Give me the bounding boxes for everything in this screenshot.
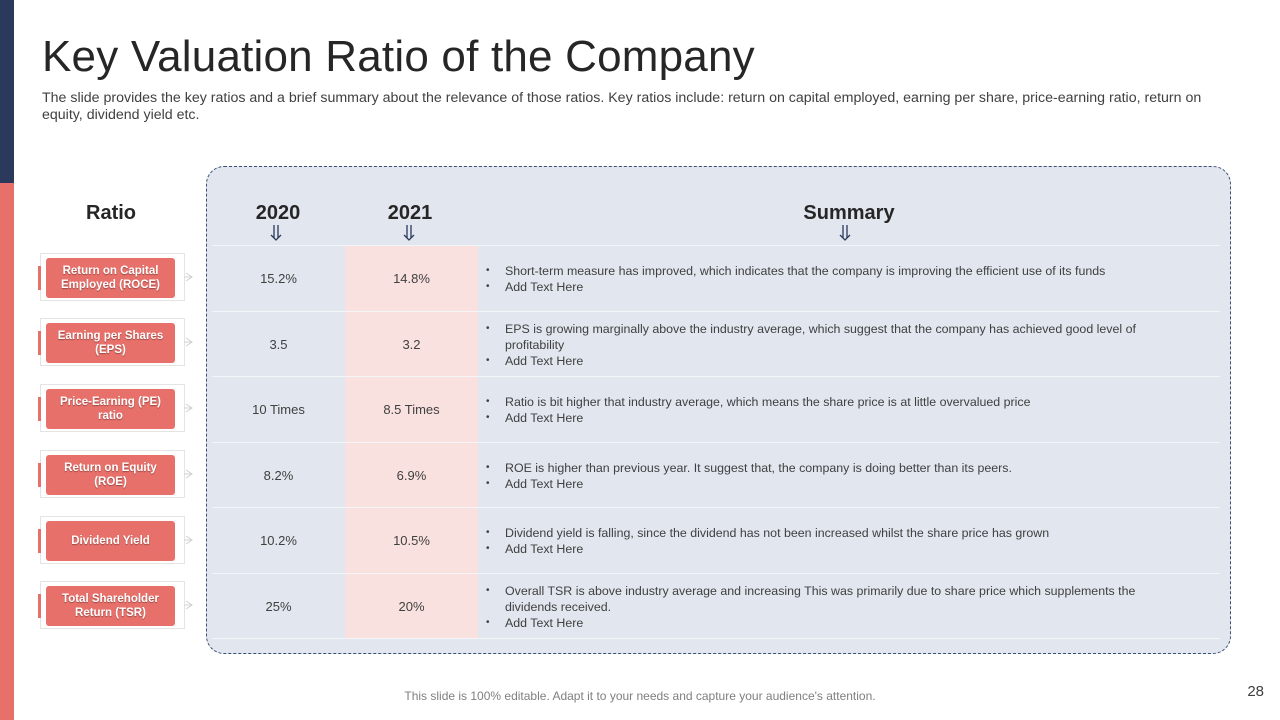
ratio-label-text: Return on Equity (ROE) <box>46 455 175 495</box>
label-notch <box>38 397 41 421</box>
chevron-right-icon <box>184 337 193 347</box>
value-2021: 20% <box>398 599 425 614</box>
summary-bullet: Add Text Here <box>484 541 1184 557</box>
value-2021: 3.2 <box>402 337 421 352</box>
summary-cell: Ratio is bit higher that industry averag… <box>484 377 1184 442</box>
summary-bullet: Add Text Here <box>484 353 1184 369</box>
summary-bullet: Add Text Here <box>484 279 1184 295</box>
summary-cell: Overall TSR is above industry average an… <box>484 574 1184 639</box>
row-divider <box>212 311 1220 312</box>
summary-bullet: Add Text Here <box>484 476 1184 492</box>
summary-cell: Short-term measure has improved, which i… <box>484 246 1184 311</box>
row-divider <box>212 573 1220 574</box>
summary-cell: ROE is higher than previous year. It sug… <box>484 443 1184 508</box>
label-notch <box>38 529 41 553</box>
chevron-right-icon <box>184 469 193 479</box>
page-number: 28 <box>1247 683 1264 700</box>
summary-bullet: Overall TSR is above industry average an… <box>484 583 1184 615</box>
label-notch <box>38 266 41 290</box>
page-subtitle: The slide provides the key ratios and a … <box>42 90 1202 123</box>
summary-bullet: EPS is growing marginally above the indu… <box>484 321 1184 353</box>
ratio-label-text: Price-Earning (PE) ratio <box>46 389 175 429</box>
header-2020: 2020 <box>255 202 301 224</box>
chevron-right-icon <box>184 403 193 413</box>
summary-bullet: Dividend yield is falling, since the div… <box>484 525 1184 541</box>
summary-bullet: Ratio is bit higher that industry averag… <box>484 394 1184 410</box>
header-ratio: Ratio <box>86 202 136 224</box>
footer-note: This slide is 100% editable. Adapt it to… <box>0 689 1280 703</box>
ratio-label-pe: Price-Earning (PE) ratio <box>38 384 185 432</box>
value-2021: 6.9% <box>396 468 427 483</box>
label-notch <box>38 463 41 487</box>
summary-bullet: Short-term measure has improved, which i… <box>484 263 1184 279</box>
down-arrow-icon <box>270 225 282 241</box>
summary-bullet: ROE is higher than previous year. It sug… <box>484 460 1184 476</box>
chevron-right-icon <box>184 272 193 282</box>
chevron-right-icon <box>184 600 193 610</box>
ratio-label-text: Return on Capital Employed (ROCE) <box>46 258 175 298</box>
ratio-label-roce: Return on Capital Employed (ROCE) <box>38 253 185 301</box>
footer-text: This slide is 100% editable. Adapt it to… <box>404 689 876 703</box>
accent-bar-top <box>0 0 14 183</box>
ratio-label-roe: Return on Equity (ROE) <box>38 450 185 498</box>
value-2020: 3.5 <box>269 337 288 352</box>
row-divider <box>212 507 1220 508</box>
ratio-label-text: Dividend Yield <box>46 521 175 561</box>
label-notch <box>38 331 41 355</box>
down-arrow-icon <box>403 225 415 241</box>
ratio-label-tsr: Total Shareholder Return (TSR) <box>38 581 185 629</box>
value-2021: 14.8% <box>393 271 430 286</box>
summary-bullet: Add Text Here <box>484 615 1184 631</box>
value-2020: 15.2% <box>260 271 297 286</box>
down-arrow-icon <box>839 225 851 241</box>
header-summary: Summary <box>803 202 895 224</box>
accent-bar-bottom <box>0 183 14 720</box>
value-2020: 10.2% <box>260 533 297 548</box>
ratio-label-text: Total Shareholder Return (TSR) <box>46 586 175 626</box>
row-divider <box>212 638 1220 639</box>
value-2020: 10 Times <box>252 402 305 417</box>
label-notch <box>38 594 41 618</box>
summary-bullet: Add Text Here <box>484 410 1184 426</box>
chevron-right-icon <box>184 535 193 545</box>
header-2021: 2021 <box>387 202 433 224</box>
row-divider <box>212 376 1220 377</box>
page-title: Key Valuation Ratio of the Company <box>42 32 755 81</box>
ratio-label-eps: Earning per Shares (EPS) <box>38 318 185 366</box>
row-divider <box>212 245 1220 246</box>
row-divider <box>212 442 1220 443</box>
value-2021: 8.5 Times <box>383 402 440 417</box>
value-2020: 8.2% <box>263 468 294 483</box>
summary-cell: EPS is growing marginally above the indu… <box>484 312 1184 377</box>
summary-cell: Dividend yield is falling, since the div… <box>484 508 1184 573</box>
ratio-label-dividend-yield: Dividend Yield <box>38 516 185 564</box>
ratio-label-text: Earning per Shares (EPS) <box>46 323 175 363</box>
value-2020: 25% <box>265 599 292 614</box>
value-2021: 10.5% <box>393 533 430 548</box>
